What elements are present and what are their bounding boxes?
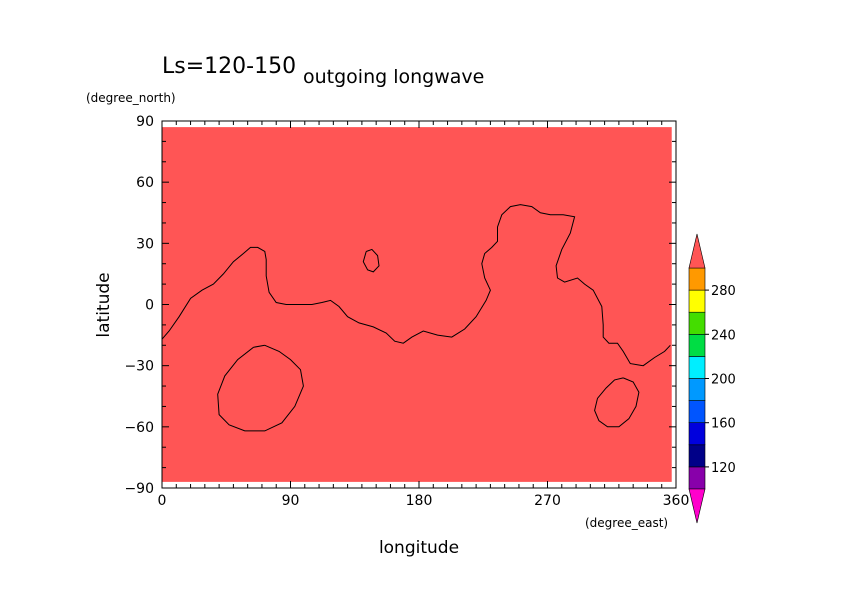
y-axis-label: latitude	[94, 272, 114, 337]
colorbar-tick-label: 120	[711, 461, 736, 476]
contour-basin-west	[217, 344, 304, 432]
contour-main	[161, 204, 671, 367]
y-tick-label: −60	[124, 420, 154, 436]
colorbar-tick-label: 280	[711, 284, 736, 299]
colorbar-segment	[688, 311, 706, 335]
y-tick-label: −90	[124, 481, 154, 497]
colorbar-segment	[688, 267, 706, 291]
colorbar-tick-label: 160	[711, 417, 736, 432]
chart-title-right: outgoing longwave	[303, 66, 484, 88]
colorbar-over-triangle	[688, 233, 706, 269]
colorbar-segment	[688, 400, 706, 424]
y-units-label: (degree_north)	[86, 91, 176, 105]
contour-basin-east	[594, 377, 640, 428]
x-units-label: (degree_east)	[585, 516, 668, 530]
y-tick-label: 90	[136, 114, 154, 130]
colorbar	[688, 233, 709, 524]
colorbar-tick-label: 200	[711, 373, 736, 388]
colorbar-segment	[688, 289, 706, 313]
colorbar-segment	[688, 333, 706, 357]
x-tick-label: 0	[158, 493, 167, 509]
field-fill	[162, 127, 672, 482]
x-tick-label: 90	[282, 493, 300, 509]
colorbar-under-triangle	[688, 488, 706, 524]
y-tick-label: 60	[136, 175, 154, 191]
y-tick-label: 30	[136, 236, 154, 252]
colorbar-segment	[688, 444, 706, 468]
x-tick-label: 180	[406, 493, 433, 509]
y-tick-label: −30	[124, 359, 154, 375]
chart-title-left: Ls=120-150	[162, 54, 296, 79]
colorbar-segment	[688, 466, 706, 490]
colorbar-segment	[688, 378, 706, 401]
contour-island	[362, 248, 380, 273]
y-tick-label: 0	[145, 298, 154, 314]
colorbar-segment	[688, 356, 706, 379]
x-tick-label: 270	[534, 493, 561, 509]
x-tick-label: 360	[663, 493, 690, 509]
x-axis-label: longitude	[379, 538, 459, 558]
colorbar-tick-label: 240	[711, 328, 736, 343]
colorbar-segment	[688, 422, 706, 446]
